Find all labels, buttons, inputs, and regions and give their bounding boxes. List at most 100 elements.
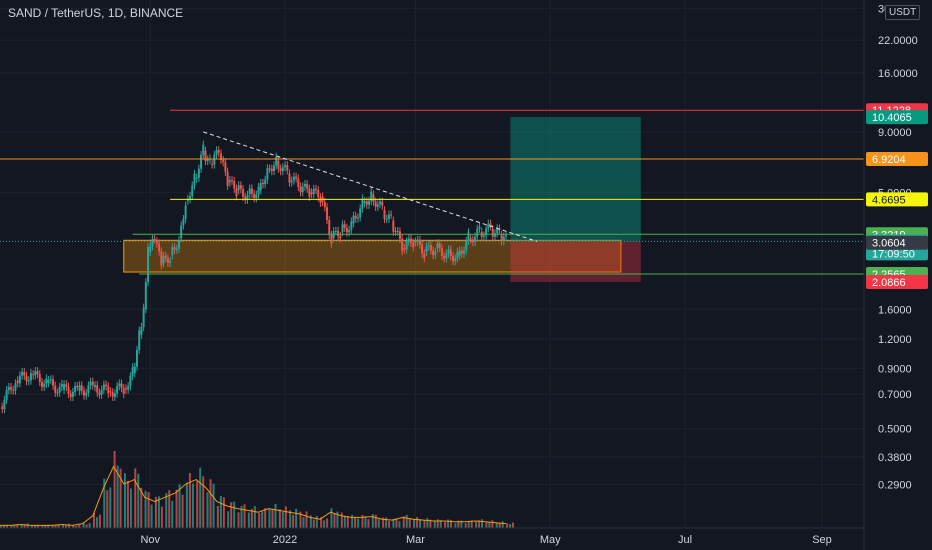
candle-body [149,246,151,252]
candle-body [101,390,103,395]
candle-body [163,256,165,264]
volume-bar [89,523,91,528]
time-tick-label: Mar [406,534,425,546]
volume-bar [509,524,511,528]
candle-body [353,216,355,224]
candle-body [390,215,392,216]
volume-bar [264,508,266,528]
candle-body [189,196,191,199]
candle-body [260,183,262,190]
volume-bar [114,451,116,528]
candle-body [364,201,366,203]
candle-body [386,219,388,220]
volume-bar [282,512,284,528]
candle-body [348,230,350,232]
candle-body [262,183,264,184]
candle-body [92,382,94,386]
candle-body [465,241,467,251]
volume-bar [313,520,315,528]
candle-body [14,383,16,390]
volume-bar [192,484,194,528]
candle-body [286,165,288,170]
candle-body [28,380,30,381]
candle-body [456,252,458,258]
candle-body [344,224,346,227]
volume-bar [223,497,225,528]
volume-bar [148,492,150,528]
candle-body [282,167,284,171]
candle-body [37,371,39,374]
volume-bar [275,504,277,528]
volume-bar [481,519,483,528]
candle-body [50,379,52,380]
candle-body [483,236,485,237]
time-tick-label: 2022 [273,534,297,546]
candle-body [271,169,273,171]
volume-bar [99,515,101,528]
candle-body [403,248,405,249]
volume-bar [109,487,111,528]
candle-body [143,308,145,327]
candle-body [357,217,359,218]
candle-series [1,141,507,413]
volume-bar [419,519,421,528]
volume-bar [137,474,139,528]
volume-bar [357,518,359,528]
candle-body [326,207,328,220]
candle-body [430,245,432,250]
candle-body [423,253,425,258]
candle-body [123,388,125,394]
volume-bar [367,519,369,528]
candle-body [269,169,271,170]
candle-body [216,150,218,155]
candle-body [147,247,149,282]
candle-body [61,384,63,387]
volume-bar [86,524,88,528]
currency-button[interactable]: USDT [885,5,920,20]
candle-body [81,385,83,390]
candle-body [392,220,394,231]
candle-body [421,245,423,254]
price-tick-label: 1.6000 [878,304,912,316]
candle-body [193,174,195,186]
volume-bar [210,479,212,528]
volume-bar [199,468,201,528]
chart-title: SAND / TetherUS, 1D, BINANCE [8,6,183,20]
candle-body [68,387,70,394]
candle-body [266,168,268,180]
candle-body [202,145,204,155]
candle-body [443,256,445,258]
candle-body [56,393,58,394]
candle-body [448,249,450,253]
volume-bar [220,496,222,528]
price-label-text: 6.9204 [872,154,906,166]
volume-bar [202,476,204,528]
time-axis[interactable]: Nov 2022 Mar May Jul Sep [0,528,864,546]
candle-body [258,187,260,195]
candle-body [94,385,96,387]
volume-bar [196,481,198,528]
candle-body [242,189,244,197]
candle-body [381,202,383,206]
price-label-text: 4.6695 [872,194,906,206]
volume-bar [279,509,281,528]
volume-bar [512,523,514,528]
volume-bar [261,512,263,528]
volume-bar [485,522,487,528]
candle-body [375,202,377,207]
candle-body [127,386,129,389]
candle-body [401,239,403,251]
candle-body [1,407,3,409]
volume-bar [305,511,307,528]
candle-body [65,384,67,387]
candle-body [134,367,136,373]
volume-bar [182,495,184,528]
volume-bar [285,506,287,528]
price-tick-label: 0.5000 [878,424,912,436]
candle-body [196,178,198,179]
candle-body [479,226,481,228]
candle-body [231,180,233,181]
candle-body [450,249,452,256]
candle-body [171,247,173,255]
